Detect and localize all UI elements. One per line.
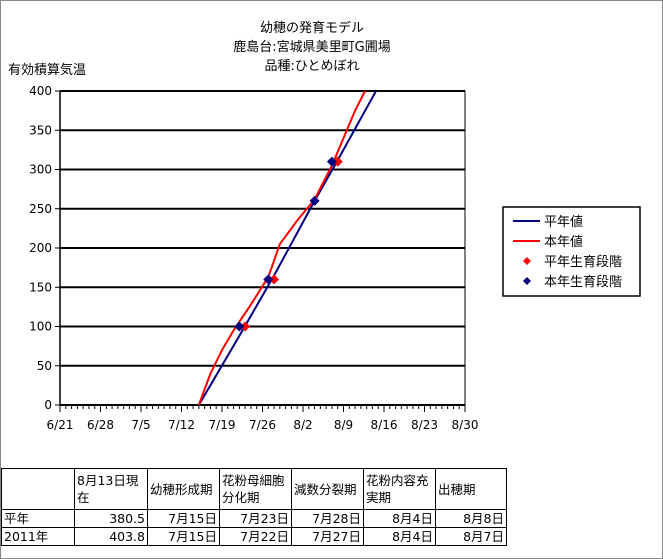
x-tick-label: 8/16: [371, 418, 398, 432]
data-point: [234, 321, 245, 332]
table-header: 花粉母細胞分化期: [219, 468, 292, 510]
table-row: 2011年 403.8 7月15日 7月22日 7月27日 8月4日 8月7日: [1, 527, 507, 546]
table-row: 平年 380.5 7月15日 7月23日 7月28日 8月4日 8月8日: [1, 509, 507, 528]
table-cell: 7月28日: [291, 509, 364, 528]
x-tick-label: 8/23: [411, 418, 438, 432]
y-tick-label: 50: [37, 359, 52, 373]
table-cell: 8月4日: [363, 527, 436, 546]
table-header: 8月13日現在: [74, 468, 148, 510]
table-header: 幼穂形成期: [147, 468, 220, 510]
x-tick-label: 7/26: [249, 418, 276, 432]
x-tick-label: 6/21: [47, 418, 74, 432]
y-tick-label: 350: [29, 123, 52, 137]
table-cell: 7月23日: [219, 509, 292, 528]
y-tick-label: 300: [29, 163, 52, 177]
table-header-row: 8月13日現在 幼穂形成期 花粉母細胞分化期 減数分裂期 花粉内容充実期 出穂期: [1, 468, 507, 510]
legend-label: 本年値: [544, 234, 583, 250]
legend-label: 本年生育段階: [544, 274, 622, 290]
y-axis-label: 有効積算気温: [8, 62, 86, 78]
y-tick-label: 250: [29, 202, 52, 216]
x-tick-label: 6/28: [87, 418, 114, 432]
y-tick-label: 0: [44, 398, 52, 412]
stage-table: 8月13日現在 幼穂形成期 花粉母細胞分化期 減数分裂期 花粉内容充実期 出穂期…: [1, 468, 507, 546]
table-cell: 7月27日: [291, 527, 364, 546]
data-point: [240, 321, 251, 332]
chart-title: 幼穂の発育モデル: [260, 20, 364, 36]
table-header: [1, 468, 75, 510]
table-cell: 380.5: [74, 509, 148, 528]
series-line: [197, 91, 378, 405]
y-tick-label: 400: [29, 84, 52, 98]
data-point: [326, 156, 337, 167]
chart-title: 鹿島台:宮城県美里町G圃場: [233, 39, 390, 55]
y-tick-label: 200: [29, 241, 52, 255]
table-cell: 8月8日: [435, 509, 507, 528]
table-cell: 8月7日: [435, 527, 507, 546]
table-cell: 403.8: [74, 527, 148, 546]
x-tick-label: 7/19: [209, 418, 236, 432]
table-cell: 8月4日: [363, 509, 436, 528]
data-point: [263, 274, 274, 285]
table-cell: 7月15日: [147, 527, 220, 546]
table-cell: 平年: [1, 509, 75, 528]
legend-marker-swatch: [523, 277, 531, 285]
data-point: [269, 274, 280, 285]
x-tick-label: 7/5: [131, 418, 150, 432]
table-cell: 7月15日: [147, 509, 220, 528]
legend-label: 平年生育段階: [544, 254, 622, 270]
legend-label: 平年値: [544, 214, 583, 230]
legend-marker-swatch: [523, 257, 531, 265]
data-point: [309, 195, 320, 206]
y-tick-label: 150: [29, 280, 52, 294]
x-tick-label: 8/30: [452, 418, 479, 432]
table-cell: 2011年: [1, 527, 75, 546]
y-tick-label: 100: [29, 320, 52, 334]
chart-title: 品種:ひとめぼれ: [265, 58, 360, 74]
table-header: 花粉内容充実期: [363, 468, 436, 510]
x-tick-label: 8/9: [334, 418, 353, 432]
table-header: 出穂期: [435, 468, 507, 510]
x-tick-label: 8/2: [293, 418, 312, 432]
table-cell: 7月22日: [219, 527, 292, 546]
table-header: 減数分裂期: [291, 468, 364, 510]
series-line: [197, 91, 367, 405]
x-tick-label: 7/12: [168, 418, 195, 432]
data-point: [332, 156, 343, 167]
